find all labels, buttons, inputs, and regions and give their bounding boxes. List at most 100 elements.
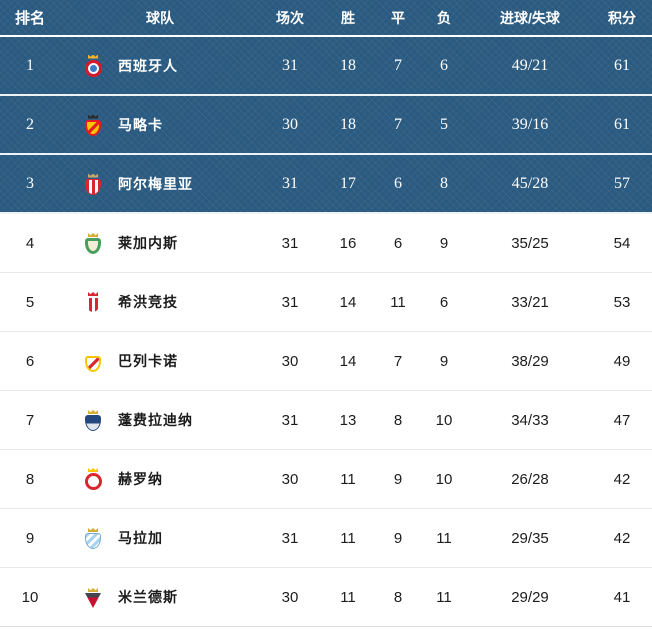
header-rank: 排名 — [14, 10, 45, 27]
team-name: 希洪竞技 — [118, 294, 178, 310]
header-win: 胜 — [341, 9, 355, 26]
header-played: 场次 — [276, 9, 304, 26]
table-row: 1 西班牙人 31 18 7 6 49/21 61 — [0, 37, 652, 96]
wins-cell: 14 — [339, 352, 357, 370]
crest-wrap — [83, 173, 103, 195]
draws-cell: 6 — [393, 234, 403, 252]
goals-cell: 38/29 — [511, 352, 549, 370]
draws-cell: 6 — [394, 174, 402, 192]
points-cell: 61 — [614, 115, 630, 133]
table-row: 2 马略卡 30 18 7 5 39/16 61 — [0, 96, 652, 155]
leganes-crest-icon — [85, 238, 101, 254]
wins-cell: 17 — [340, 174, 356, 192]
draws-cell: 9 — [393, 529, 403, 547]
crest-wrap — [83, 527, 103, 549]
team-name: 阿尔梅里亚 — [118, 175, 193, 192]
ponferradina-crest-icon — [85, 415, 101, 431]
losses-cell: 10 — [435, 470, 453, 488]
team-cell: 西班牙人 — [60, 54, 260, 77]
team-cell: 米兰德斯 — [60, 586, 260, 608]
crest-wrap — [83, 291, 103, 313]
table-row: 10 米兰德斯 30 11 8 11 29/29 41 — [0, 568, 652, 627]
points-cell: 42 — [613, 529, 631, 547]
rank-cell: 3 — [26, 174, 34, 192]
played-cell: 30 — [281, 352, 299, 370]
team-name: 蓬费拉迪纳 — [118, 412, 193, 428]
goals-cell: 39/16 — [511, 115, 549, 133]
team-name: 赫罗纳 — [118, 471, 163, 487]
draws-cell: 9 — [393, 470, 403, 488]
points-cell: 41 — [613, 588, 631, 606]
rank-cell: 1 — [26, 56, 34, 74]
table-row: 6 巴列卡诺 30 14 7 9 38/29 49 — [0, 332, 652, 391]
team-cell: 马略卡 — [60, 114, 260, 136]
rank-cell: 5 — [25, 293, 35, 311]
sporting-gijon-crest-icon — [85, 297, 101, 313]
wins-cell: 11 — [340, 529, 356, 547]
points-cell: 57 — [614, 174, 630, 192]
mirandes-crest-icon — [85, 593, 101, 608]
points-cell: 47 — [613, 411, 631, 429]
played-cell: 31 — [281, 293, 299, 311]
played-cell: 30 — [281, 470, 299, 488]
crest-crown — [88, 292, 98, 296]
team-name: 马拉加 — [118, 530, 163, 546]
table-row: 7 蓬费拉迪纳 31 13 8 10 34/33 47 — [0, 391, 652, 450]
rank-cell: 7 — [25, 411, 35, 429]
rank-cell: 6 — [25, 352, 35, 370]
draws-cell: 8 — [393, 588, 403, 606]
malaga-crest-icon — [85, 533, 101, 549]
points-cell: 49 — [613, 352, 631, 370]
team-cell: 阿尔梅里亚 — [60, 173, 260, 195]
mallorca-crest-icon — [85, 119, 101, 136]
goals-cell: 34/33 — [511, 411, 549, 429]
points-cell: 61 — [614, 56, 630, 74]
draws-cell: 7 — [394, 56, 402, 74]
played-cell: 30 — [281, 588, 299, 606]
played-cell: 31 — [281, 234, 299, 252]
header-goals: 进球/失球 — [500, 9, 560, 26]
crest-crown — [88, 54, 98, 59]
played-cell: 31 — [281, 529, 299, 547]
points-cell: 42 — [613, 470, 631, 488]
crest-crown — [88, 528, 98, 532]
table-row: 5 希洪竞技 31 14 11 6 33/21 53 — [0, 273, 652, 332]
draws-cell: 11 — [390, 293, 406, 311]
wins-cell: 14 — [339, 293, 357, 311]
crest-wrap — [83, 350, 103, 372]
rank-cell: 9 — [25, 529, 35, 547]
crest-wrap — [83, 409, 103, 431]
points-cell: 54 — [613, 234, 631, 252]
draws-cell: 7 — [394, 115, 402, 133]
table-row: 3 阿尔梅里亚 31 17 6 8 45/28 57 — [0, 155, 652, 214]
goals-cell: 35/25 — [511, 234, 549, 252]
rank-cell: 2 — [26, 115, 34, 133]
wins-cell: 13 — [339, 411, 357, 429]
losses-cell: 11 — [436, 588, 452, 606]
losses-cell: 5 — [440, 115, 448, 133]
standings-rows: 1 西班牙人 31 18 7 6 49/21 61 2 — [0, 37, 652, 627]
team-name: 米兰德斯 — [118, 589, 178, 605]
losses-cell: 6 — [439, 293, 449, 311]
table-row: 8 赫罗纳 30 11 9 10 26/28 42 — [0, 450, 652, 509]
goals-cell: 49/21 — [511, 56, 549, 74]
goals-cell: 29/35 — [511, 529, 549, 547]
espanyol-crest-icon — [84, 59, 102, 77]
crest-wrap — [83, 468, 103, 490]
losses-cell: 6 — [440, 56, 448, 74]
team-name: 马略卡 — [118, 116, 163, 133]
losses-cell: 9 — [439, 234, 449, 252]
header-draw: 平 — [391, 9, 405, 26]
draws-cell: 8 — [393, 411, 403, 429]
played-cell: 30 — [282, 115, 298, 133]
almeria-crest-icon — [85, 178, 101, 195]
wins-cell: 11 — [340, 470, 356, 488]
team-cell: 莱加内斯 — [60, 232, 260, 254]
crest-wrap — [83, 54, 103, 77]
crest-crown — [88, 173, 98, 178]
table-row: 4 莱加内斯 31 16 6 9 35/25 54 — [0, 214, 652, 273]
rank-cell: 8 — [25, 470, 35, 488]
wins-cell: 16 — [339, 234, 357, 252]
header-points: 积分 — [608, 9, 636, 26]
